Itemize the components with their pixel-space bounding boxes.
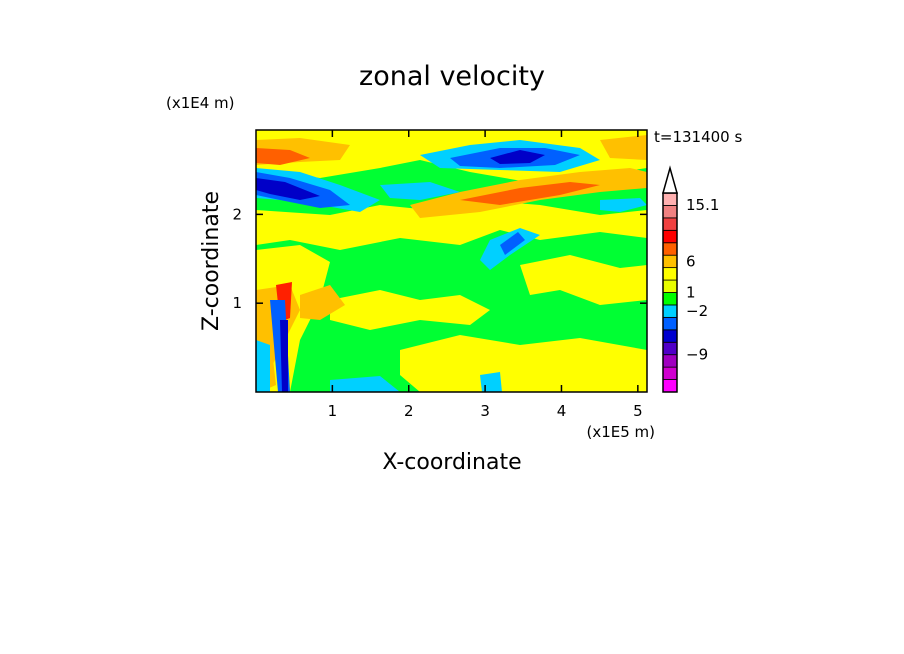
colorbar-box xyxy=(662,354,678,368)
field-band-lightblue-right xyxy=(600,198,647,212)
colorbar-box xyxy=(662,205,678,219)
colorbar-box xyxy=(662,242,678,256)
colorbar-box xyxy=(662,292,678,306)
colorbar-box xyxy=(662,341,678,356)
y-tick-label: 1 xyxy=(232,294,242,312)
field-band-lightblue-lowleft xyxy=(256,340,270,392)
colorbar-box xyxy=(662,279,678,293)
field-patch-yellow-lowcenter xyxy=(430,350,510,372)
field-patch-yellow-bottom xyxy=(400,335,647,392)
colorbar-box xyxy=(662,267,678,281)
colorbar-box xyxy=(662,366,678,380)
x-tick-label: 5 xyxy=(633,402,643,420)
colorbar-label: −2 xyxy=(686,302,708,320)
x-tick-label: 3 xyxy=(480,402,490,420)
field-band-red-diagonal xyxy=(460,182,600,205)
colorbar-box xyxy=(662,192,678,206)
field-band-lightblue-bottom xyxy=(480,372,502,392)
field-band-lightblue-lower xyxy=(330,376,400,392)
field-band-darkblue-topright xyxy=(490,150,545,164)
y-tick-label: 2 xyxy=(232,205,242,223)
x-scale-label: (x1E5 m) xyxy=(586,423,655,441)
field-band-darkblue-left xyxy=(256,178,320,200)
field-band-orange-midleft xyxy=(300,285,345,320)
y-axis-label: Z-coordinate xyxy=(199,191,224,331)
x-tick-label: 4 xyxy=(557,402,567,420)
field-band-blue-diagonal xyxy=(500,232,525,255)
colorbar-box xyxy=(662,254,678,269)
field-patch-yellow-right xyxy=(520,255,647,305)
colorbar-label: −9 xyxy=(686,346,708,364)
colorbar-box xyxy=(662,304,678,318)
colorbar-box xyxy=(662,316,678,331)
colorbar: 15.1 6 1−2 −9 xyxy=(662,165,719,393)
contour-field xyxy=(256,130,647,392)
colorbar-box xyxy=(662,379,678,393)
y-scale-label: (x1E4 m) xyxy=(166,94,235,112)
field-patch-yellow-center xyxy=(330,290,490,330)
time-label: t=131400 s xyxy=(654,128,742,146)
colorbar-box xyxy=(662,329,678,343)
x-axis-label: X-coordinate xyxy=(382,450,521,475)
colorbar-label: 6 xyxy=(686,252,696,270)
colorbar-label: 15.1 xyxy=(686,196,719,214)
field-band-darkblue-vertical xyxy=(280,320,288,392)
field-patch-yellow-middle xyxy=(256,200,647,250)
colorbar-box xyxy=(662,217,678,231)
x-tick-label: 1 xyxy=(328,402,338,420)
colorbar-top-arrow xyxy=(662,165,678,194)
field-band-lightblue-mid xyxy=(380,182,460,200)
x-tick-label: 2 xyxy=(404,402,414,420)
colorbar-box xyxy=(662,229,678,244)
colorbar-label: 1 xyxy=(686,284,696,302)
axis-ticks: 1 2 3 4 5 1 2 xyxy=(232,130,647,420)
field-band-red-topleft xyxy=(256,148,310,165)
plot-frame xyxy=(255,129,648,393)
field-band-orange-topright xyxy=(600,135,647,160)
chart-title: zonal velocity xyxy=(359,61,545,92)
